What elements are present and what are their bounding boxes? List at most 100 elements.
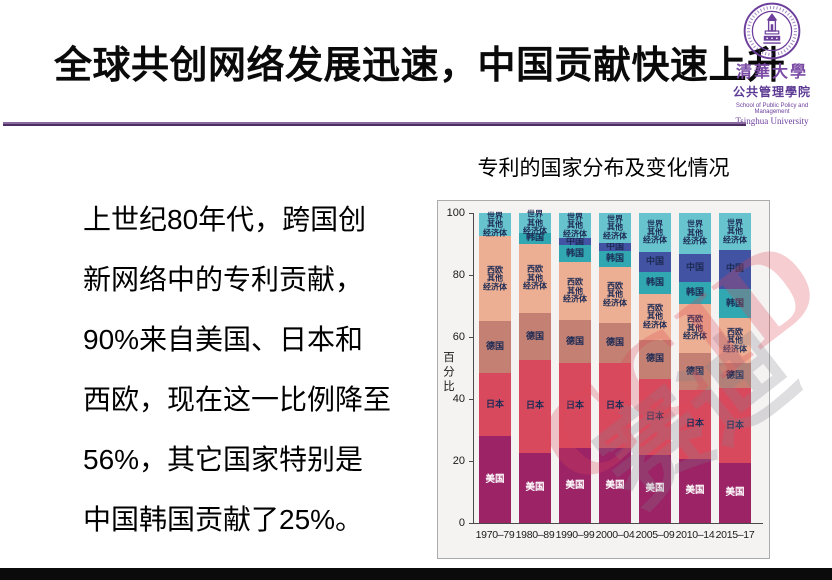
y-axis-line [473,213,474,524]
bottom-black-bar [0,568,832,580]
bar-segment-japan: 日本 [599,363,631,449]
bar-segment-japan: 日本 [679,390,711,459]
bar-segment-usa: 美国 [719,463,751,523]
bar-segment-japan: 日本 [719,388,751,464]
segment-label: 世界 其他 经济体 [723,217,747,244]
x-tick-label: 2010–14 [675,529,715,541]
y-tick-label: 80 [452,269,465,281]
segment-label: 西欧 其他 经济体 [603,281,627,308]
segment-label: 德国 [685,365,704,376]
segment-label: 美国 [565,479,585,491]
paragraph-line: 90%来自美国、日本和 [83,324,364,355]
x-tick-label: 2000–04 [595,529,635,541]
y-tick-label: 100 [446,207,465,219]
segment-label: 中国 [645,256,664,267]
x-tick-label: 1970–79 [475,529,515,541]
segment-label: 中国 [605,241,624,251]
x-tick-label: 1980–89 [515,529,555,541]
bar-segment-china: 中国 [599,241,631,251]
x-tick-label: 2015–17 [715,529,755,541]
bar-segment-world-other: 世界 其他 经济体 [719,213,751,251]
segment-label: 日本 [725,420,744,431]
bar-segment-korea: 韩国 [519,233,551,244]
paragraph-line: 中国韩国贡献了25%。 [83,504,364,535]
bar-segment-world-other: 世界 其他 经济体 [599,213,631,243]
bar-segment-japan: 日本 [479,372,511,437]
bar-segment-world-other: 世界 其他 经济体 [479,210,511,237]
segment-label: 中国 [565,236,584,247]
bar-segment-west-europe-other: 西欧 其他 经济体 [599,266,631,323]
segment-label: 韩国 [525,232,544,243]
y-tick-mark [469,523,473,524]
body-paragraph: 上世纪80年代，跨国创 新网络中的专利贡献， 90%来自美国、日本和 西欧，现在… [83,190,428,550]
chart-title: 专利的国家分布及变化情况 [477,157,730,180]
logo-school-name-cn: 公共管理學院 [732,85,811,99]
segment-label: 日本 [685,418,704,429]
paragraph-line: 上世纪80年代，跨国创 [83,204,367,235]
slide-title: 全球共创网络发展迅速，中国贡献快速上升 [54,45,786,87]
bar-segment-world-other: 世界 其他 经济体 [559,212,591,239]
bar-segment-west-europe-other: 西欧 其他 经济体 [519,243,551,313]
paragraph-line: 西欧，现在这一比例降至 [83,384,392,415]
x-tick-label: 2005–09 [635,529,675,541]
segment-label: 西欧 其他 经济体 [563,277,587,304]
segment-label: 中国 [725,263,744,274]
segment-label: 西欧 其他 经济体 [683,314,707,341]
bar-segment-japan: 日本 [639,378,671,456]
bar-segment-germany: 德国 [599,322,631,364]
bar-segment-germany: 德国 [679,353,711,390]
segment-label: 世界 其他 经济体 [483,210,507,237]
x-axis-line [473,523,763,524]
logo-university-en: Tsinghua University [735,116,809,126]
paragraph-line: 56%，其它国家特别是 [83,444,364,475]
segment-label: 美国 [685,484,705,496]
segment-label: 日本 [565,400,584,411]
segment-label: 西欧 其他 经济体 [723,327,747,354]
paragraph-line: 新网络中的专利贡献， [83,264,364,295]
y-tick-label: 60 [452,331,465,343]
bar-segment-korea: 韩国 [639,271,671,294]
bar-segment-usa: 美国 [519,452,551,523]
bar-segment-usa: 美国 [559,448,591,523]
chart-panel: 百分比 0 20 40 60 80 100 美国 日本 德国 西欧 其他 经济体 世界 其他 经济体 1970… [437,200,770,559]
bar-segment-germany: 德国 [639,340,671,379]
bar-segment-korea: 韩国 [679,281,711,304]
segment-label: 韩国 [685,286,704,297]
bar-segment-china: 中国 [559,236,591,247]
segment-label: 德国 [525,330,544,341]
bar-segment-west-europe-other: 西欧 其他 经济体 [559,261,591,321]
y-tick-mark [469,275,473,276]
segment-label: 德国 [645,353,664,364]
bar-segment-west-europe-other: 西欧 其他 经济体 [719,318,751,364]
y-tick-label: 0 [458,517,465,529]
logo-university-script: 清華大學 [735,64,808,81]
bar-segment-usa: 美国 [639,455,671,523]
logo-school-name-en: School of Public Policy and Management [735,103,809,115]
y-tick-label: 40 [452,393,465,405]
y-tick-label: 20 [452,455,465,467]
x-tick-label: 1990–99 [555,529,595,541]
segment-label: 日本 [485,398,504,409]
bar-segment-world-other: 世界 其他 经济体 [519,209,551,235]
segment-label: 日本 [525,400,544,411]
segment-label: 西欧 其他 经济体 [643,303,667,330]
bar-segment-usa: 美国 [599,448,631,523]
segment-label: 西欧 其他 经济体 [523,264,547,291]
bar-segment-usa: 美国 [479,436,511,523]
segment-label: 世界 其他 经济体 [643,218,667,245]
bar-segment-germany: 德国 [719,363,751,389]
segment-label: 美国 [485,473,505,485]
bar-segment-germany: 德国 [519,312,551,361]
segment-label: 中国 [685,261,704,272]
y-tick-mark [469,337,473,338]
bar-segment-japan: 日本 [559,363,591,449]
segment-label: 美国 [525,481,545,493]
bar-segment-korea: 韩国 [719,288,751,319]
segment-label: 世界 其他 经济体 [683,219,707,246]
segment-label: 世界 其他 经济体 [563,212,587,238]
segment-label: 韩国 [645,276,664,287]
segment-label: 德国 [565,336,584,347]
bar-segment-china: 中国 [719,250,751,289]
bar-segment-west-europe-other: 西欧 其他 经济体 [479,236,511,321]
